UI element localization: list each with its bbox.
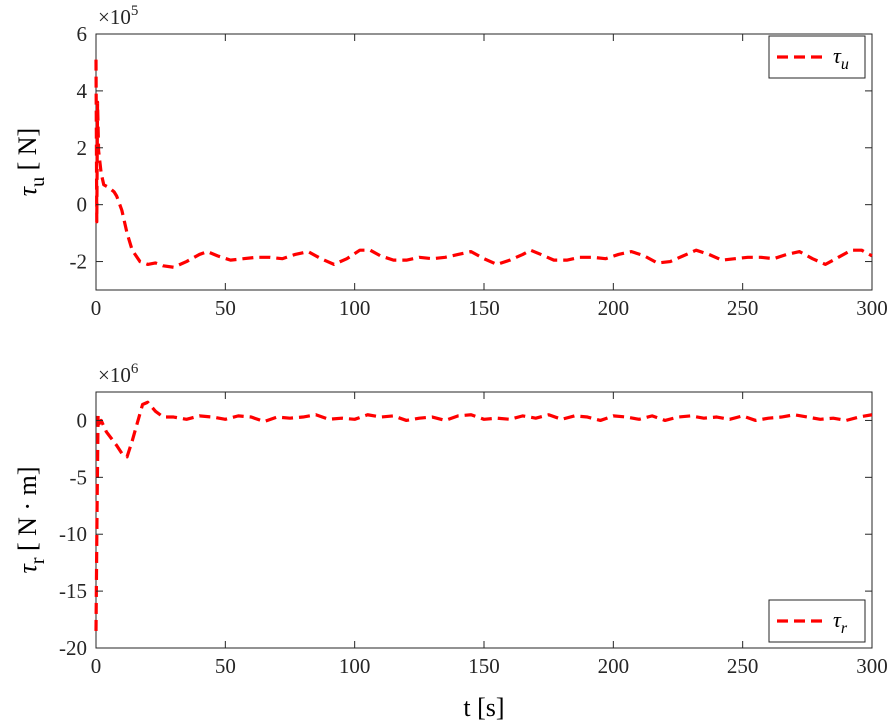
- x-tick-label: 300: [856, 654, 888, 678]
- plot-area: [95, 33, 873, 291]
- x-tick-label: 100: [339, 654, 371, 678]
- y-tick-label: -15: [59, 579, 87, 603]
- y-tick-label: -20: [59, 636, 87, 660]
- series-line: [94, 59, 873, 269]
- x-tick-label: 0: [91, 654, 102, 678]
- x-tick-label: 0: [91, 296, 102, 320]
- x-axis-label: t [s]: [463, 693, 504, 722]
- x-tick-label: 200: [598, 296, 630, 320]
- x-tick-label: 250: [727, 296, 759, 320]
- x-tick-label: 150: [468, 654, 500, 678]
- x-tick-label: 50: [215, 296, 236, 320]
- x-tick-label: 300: [856, 296, 888, 320]
- y-tick-label: -5: [70, 465, 88, 489]
- legend-label: τu: [833, 43, 849, 73]
- y-tick-label: 4: [77, 79, 88, 103]
- y-tick-label: -2: [70, 250, 88, 274]
- series-line: [94, 400, 873, 631]
- exponent-label: ×106: [98, 361, 139, 387]
- y-axis-label: τr [ N · m]: [13, 467, 49, 574]
- y-tick-label: 2: [77, 136, 88, 160]
- y-axis-label: τu [ N]: [13, 128, 49, 196]
- y-tick-label: 6: [77, 22, 88, 46]
- y-tick-label: 0: [77, 408, 88, 432]
- plot-area: [95, 391, 873, 649]
- x-tick-label: 150: [468, 296, 500, 320]
- y-tick-label: 0: [77, 193, 88, 217]
- x-tick-label: 50: [215, 654, 236, 678]
- x-tick-label: 250: [727, 654, 759, 678]
- exponent-label: ×105: [98, 3, 138, 29]
- bottom-chart: 0 50 100 150 200 250 300 -20 -15 -10 -5 0 ×106 τr [ N…: [13, 361, 888, 722]
- x-tick-label: 200: [598, 654, 630, 678]
- y-tick-label: -10: [59, 522, 87, 546]
- x-tick-label: 100: [339, 296, 371, 320]
- legend-label: τr: [833, 607, 848, 637]
